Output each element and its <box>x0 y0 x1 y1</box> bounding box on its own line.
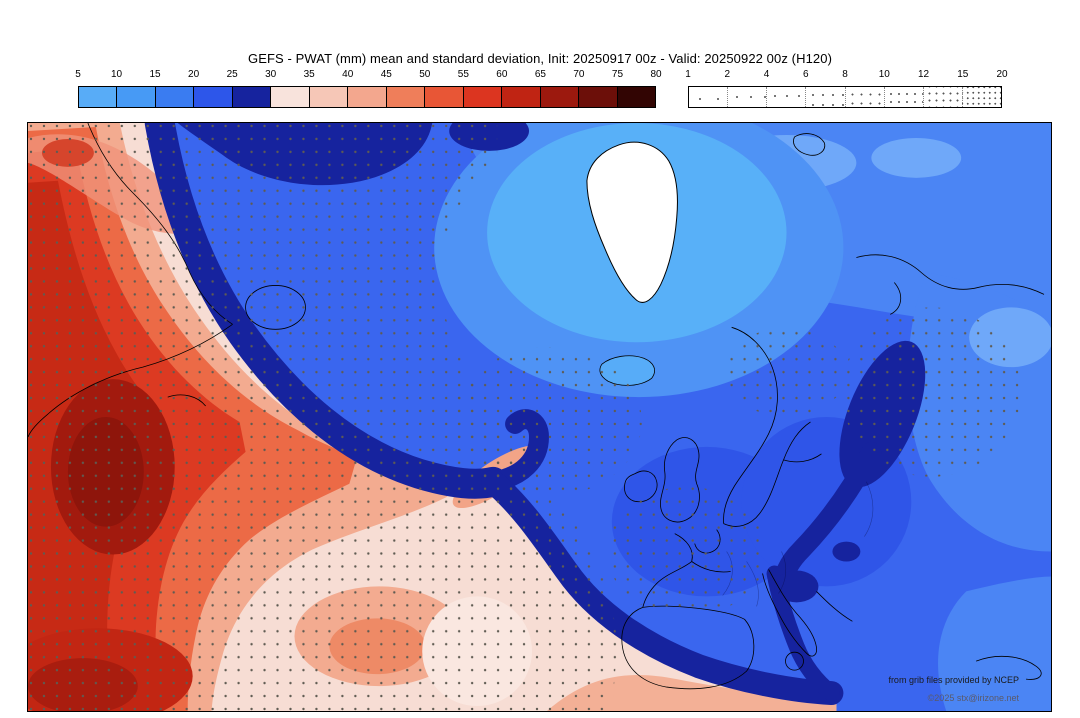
stipple-tick-label: 1 <box>685 69 691 80</box>
colorbar-cell <box>539 87 579 107</box>
colorbar-tick-label: 70 <box>573 69 585 80</box>
colorbar-cell <box>116 87 155 107</box>
stipple-density-cell <box>689 87 728 107</box>
colorbar-tick-label: 80 <box>650 69 662 80</box>
stipple-density-cell <box>883 87 923 107</box>
stipple-density-cell <box>766 87 806 107</box>
stipple-tick-label: 8 <box>842 69 848 80</box>
colorbar-tick-label: 45 <box>380 69 392 80</box>
stipple-tick-label: 15 <box>957 69 969 80</box>
pwat-map-graphic <box>28 123 1051 711</box>
colorbar-tick-label: 50 <box>419 69 431 80</box>
stipple-legend <box>688 86 1002 108</box>
stipple-density-cell <box>844 87 884 107</box>
credit-ncep: from grib files provided by NCEP <box>888 675 1019 685</box>
colorbar-tick-label: 40 <box>342 69 354 80</box>
colorbar-tick-label: 15 <box>149 69 161 80</box>
colorbar-tick-label: 55 <box>457 69 469 80</box>
colorbar-cell <box>154 87 194 107</box>
stipple-ticks: 1 2 4 6 8 10 12 15 20 <box>685 69 1007 81</box>
colorbar-tick-label: 20 <box>188 69 200 80</box>
stipple-tick-label: 6 <box>802 69 809 80</box>
colorbar-ticks: 5 10 15 20 25 30 35 40 45 50 55 60 65 70 75 80 <box>75 69 661 81</box>
weather-map-canvas: from grib files provided by NCEP ©2025 s… <box>27 122 1052 712</box>
colorbar-cell <box>308 87 348 107</box>
stipple-density-cell <box>922 87 962 107</box>
colorbar <box>78 86 656 108</box>
stipple-density-cell <box>961 87 1001 107</box>
colorbar-cell <box>79 87 117 107</box>
colorbar-cell <box>501 87 540 107</box>
stipple-tick-label: 10 <box>878 69 890 80</box>
colorbar-tick-label: 75 <box>611 69 624 80</box>
stipple-density-cell <box>805 87 845 107</box>
stipple-density-cell <box>727 87 767 107</box>
colorbar-cell <box>347 87 386 107</box>
colorbar-cell <box>231 87 271 107</box>
stipple-tick-label: 12 <box>917 69 930 80</box>
colorbar-cell <box>193 87 232 107</box>
stipple-tick-label: 2 <box>724 69 731 80</box>
colorbar-cell <box>616 87 656 107</box>
colorbar-tick-label: 5 <box>75 69 81 80</box>
colorbar-cell <box>385 87 425 107</box>
colorbar-tick-label: 35 <box>303 69 315 80</box>
colorbar-tick-label: 65 <box>534 69 546 80</box>
colorbar-cell <box>270 87 309 107</box>
colorbar-tick-label: 25 <box>226 69 238 80</box>
colorbar-cell <box>424 87 463 107</box>
colorbar-cell <box>462 87 502 107</box>
colorbar-tick-label: 60 <box>496 69 508 80</box>
colorbar-tick-label: 30 <box>265 69 277 80</box>
stipple-tick-label: 4 <box>763 69 770 80</box>
credit-copyright: ©2025 stx@irizone.net <box>927 693 1019 703</box>
colorbar-cell <box>578 87 617 107</box>
stipple-tick-label: 20 <box>996 69 1008 80</box>
map-title: GEFS - PWAT (mm) mean and standard devia… <box>247 51 832 66</box>
colorbar-tick-label: 10 <box>110 69 123 80</box>
